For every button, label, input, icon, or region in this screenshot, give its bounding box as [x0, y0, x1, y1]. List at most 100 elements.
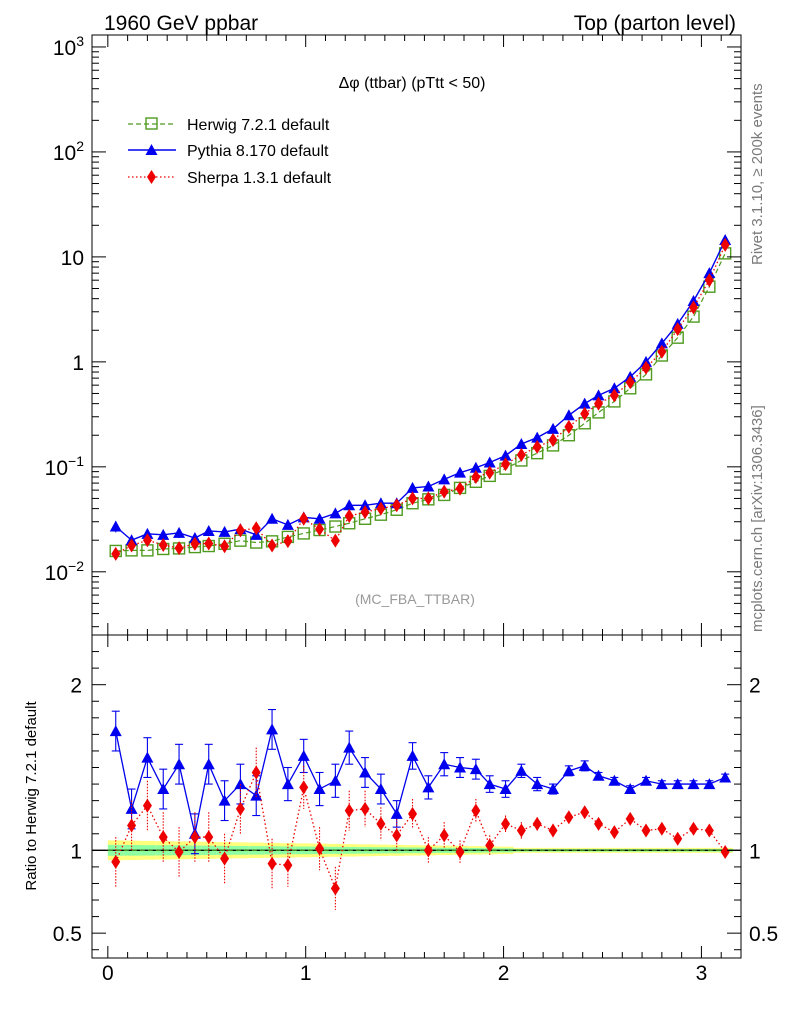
ratio-point: [687, 778, 700, 790]
ratio-point: [592, 769, 605, 781]
legend: Herwig 7.2.1 default Pythia 8.170 defaul…: [128, 117, 332, 187]
main-point: [111, 546, 121, 561]
ratio-point: [392, 828, 402, 843]
ratio-point: [624, 783, 637, 795]
ratio-point: [329, 774, 342, 786]
main-point: [359, 499, 372, 511]
ratio-point: [671, 778, 684, 790]
ratio-point: [438, 758, 451, 770]
ratio-point: [235, 801, 245, 816]
main-point: [548, 433, 558, 448]
ratio-point: [281, 778, 294, 790]
main-point: [109, 520, 122, 532]
main-point: [625, 375, 635, 390]
main-series-herwig: [109, 247, 732, 558]
ratio-point: [174, 844, 184, 859]
ratio-point: [704, 823, 714, 838]
legend-herwig-label: Herwig 7.2.1 default: [187, 117, 330, 134]
main-point: [499, 449, 512, 461]
ratio-point: [580, 805, 590, 820]
main-point: [218, 525, 231, 537]
ratio-point: [454, 761, 467, 773]
legend-pythia-marker: [145, 144, 158, 155]
main-point: [485, 465, 495, 480]
ratio-point: [471, 803, 481, 818]
main-point: [343, 499, 356, 511]
legend-entry-sherpa: Sherpa 1.3.1 default: [128, 170, 332, 187]
ratio-point: [250, 789, 263, 801]
main-plot-panel: Δφ (ttbar) (pTtt < 50) (MC_FBA_TTBAR) 10…: [45, 33, 742, 636]
ratio-point: [547, 783, 560, 795]
main-point: [422, 480, 435, 492]
main-point: [142, 533, 152, 548]
main-point: [406, 481, 419, 493]
main-point: [673, 322, 683, 337]
main-point: [438, 473, 451, 485]
x-tick-label: 2: [498, 962, 510, 985]
ratio-point: [266, 723, 279, 735]
main-point: [267, 538, 277, 553]
main-point: [439, 484, 449, 499]
main-point: [641, 360, 651, 375]
main-point: [297, 527, 310, 540]
main-point: [562, 409, 575, 421]
ratio-point: [158, 830, 168, 845]
ratio-ytick-label-left: 0.5: [53, 923, 82, 946]
main-series-line: [115, 244, 726, 555]
ratio-point: [127, 818, 137, 833]
main-point: [501, 457, 511, 472]
ratio-point: [330, 881, 340, 896]
main-series-line: [115, 253, 726, 552]
main-point: [594, 396, 604, 411]
main-ytick-label: 1: [72, 352, 84, 375]
x-tick-label: 1: [300, 962, 312, 985]
ratio-point: [157, 783, 170, 795]
main-point: [720, 237, 730, 252]
main-point: [251, 521, 261, 536]
ratio-plot-frame: [91, 634, 742, 959]
main-point: [547, 422, 560, 434]
main-point: [592, 389, 605, 401]
plot-title: Δφ (ttbar) (pTtt < 50): [339, 75, 486, 92]
ratio-point: [234, 778, 247, 790]
main-point: [609, 388, 619, 403]
ratio-series-line: [115, 726, 726, 834]
ratio-point: [218, 794, 231, 806]
main-point: [655, 337, 668, 349]
ratio-point: [720, 844, 730, 859]
main-ytick-label: 10−2: [45, 558, 85, 585]
main-point: [423, 491, 433, 506]
ratio-point: [578, 759, 591, 771]
ratio-point: [109, 725, 122, 737]
main-point: [266, 512, 279, 524]
rivet-version-label: Rivet 3.1.10, ≥ 200k events: [749, 83, 766, 265]
ratio-point: [564, 810, 574, 825]
main-point: [608, 382, 621, 394]
main-point: [158, 538, 168, 553]
main-point: [281, 518, 294, 530]
main-point: [515, 438, 528, 450]
ratio-point: [423, 843, 433, 858]
ratio-series-line: [115, 770, 726, 891]
main-point: [578, 397, 591, 409]
ratio-point: [422, 781, 435, 793]
legend-sherpa-marker: [147, 170, 156, 184]
ratio-point: [483, 778, 496, 790]
main-point: [202, 524, 215, 536]
main-ytick-label: 102: [53, 138, 84, 165]
ratio-point: [344, 803, 354, 818]
ratio-point: [703, 778, 716, 790]
ratio-point: [531, 778, 544, 790]
main-point: [689, 300, 699, 315]
legend-entry-pythia: Pythia 8.170 default: [128, 143, 329, 160]
ratio-point: [532, 816, 542, 831]
main-point: [174, 541, 184, 556]
main-point: [173, 526, 186, 538]
ratio-point: [516, 823, 526, 838]
ratio-point: [360, 801, 370, 816]
ratio-y-axis-label: Ratio to Herwig 7.2.1 default: [23, 701, 40, 891]
main-point: [235, 523, 245, 538]
ratio-point: [406, 749, 419, 761]
ratio-point: [359, 766, 372, 778]
